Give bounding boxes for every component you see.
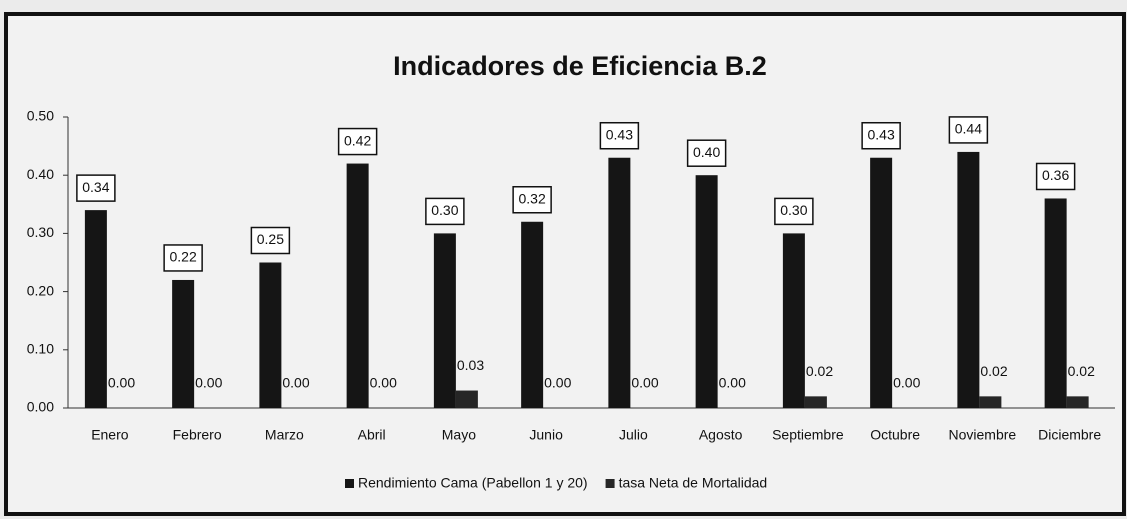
chart-title: Indicadores de Eficiencia B.2 xyxy=(393,51,767,81)
x-tick-label: Abril xyxy=(358,427,386,443)
bar xyxy=(870,157,893,408)
data-label-box xyxy=(250,226,291,255)
data-label: 0.00 xyxy=(544,375,571,391)
y-tick-label: 0.30 xyxy=(27,224,54,240)
data-label-box xyxy=(686,139,727,167)
data-label-box xyxy=(861,121,901,150)
x-tick-label: Marzo xyxy=(265,427,304,443)
bar xyxy=(172,279,195,408)
data-label-box xyxy=(337,127,378,156)
data-label: 0.30 xyxy=(431,202,458,218)
y-tick-label: 0.00 xyxy=(27,399,54,415)
x-tick-label: Febrero xyxy=(173,427,222,443)
data-label: 0.36 xyxy=(1042,167,1069,183)
data-label: 0.00 xyxy=(195,375,222,391)
y-tick-label: 0.50 xyxy=(27,108,54,124)
bar xyxy=(608,157,631,408)
x-tick-label: Agosto xyxy=(699,427,743,443)
bar xyxy=(1066,396,1089,408)
data-label: 0.42 xyxy=(344,132,371,148)
bar xyxy=(455,390,478,408)
legend-swatch xyxy=(605,479,615,488)
data-label: 0.02 xyxy=(806,363,833,379)
data-label: 0.30 xyxy=(780,202,807,218)
bar xyxy=(521,221,544,408)
data-label: 0.32 xyxy=(519,190,546,206)
data-label: 0.02 xyxy=(980,363,1007,379)
data-label: 0.00 xyxy=(631,375,658,391)
bar xyxy=(1044,198,1067,408)
bar xyxy=(259,262,282,408)
y-tick-label: 0.40 xyxy=(27,166,54,182)
data-label: 0.43 xyxy=(606,126,633,142)
data-label-box xyxy=(425,197,465,226)
bar xyxy=(782,233,805,408)
data-label-box xyxy=(512,186,552,214)
data-label: 0.40 xyxy=(693,144,720,160)
bar xyxy=(346,163,369,408)
bar xyxy=(957,151,980,409)
x-tick-label: Octubre xyxy=(870,427,920,443)
data-label-box xyxy=(163,244,203,272)
x-tick-label: Noviembre xyxy=(949,427,1017,443)
data-label-box xyxy=(1035,162,1076,191)
data-label: 0.00 xyxy=(719,375,746,391)
x-tick-label: Junio xyxy=(529,427,563,443)
data-label: 0.25 xyxy=(257,231,284,247)
data-label: 0.00 xyxy=(108,375,135,391)
data-label: 0.02 xyxy=(1068,363,1095,379)
data-label-box xyxy=(76,174,116,202)
legend-label: Rendimiento Cama (Pabellon 1 y 20) xyxy=(358,475,588,491)
bar xyxy=(433,233,456,408)
data-label: 0.43 xyxy=(868,126,895,142)
data-label-box xyxy=(948,116,989,144)
data-label: 0.00 xyxy=(282,375,309,391)
x-tick-label: Julio xyxy=(619,427,648,443)
legend-swatch xyxy=(345,479,354,488)
data-label: 0.03 xyxy=(457,357,484,373)
data-label: 0.00 xyxy=(893,375,920,391)
legend-label: tasa Neta de Mortalidad xyxy=(619,475,768,491)
data-label: 0.00 xyxy=(370,375,397,391)
x-tick-label: Mayo xyxy=(442,427,476,443)
x-tick-label: Septiembre xyxy=(772,427,844,443)
x-tick-label: Diciembre xyxy=(1038,427,1101,443)
data-label: 0.34 xyxy=(82,179,109,195)
data-label: 0.22 xyxy=(170,249,197,265)
x-tick-label: Enero xyxy=(91,427,129,443)
data-label-box xyxy=(774,197,814,226)
bar xyxy=(695,175,718,408)
data-label: 0.44 xyxy=(955,121,982,137)
y-tick-label: 0.20 xyxy=(27,282,54,298)
bar xyxy=(804,396,827,408)
bar xyxy=(979,396,1002,408)
data-label-box xyxy=(599,121,640,150)
bar xyxy=(84,210,107,408)
y-tick-label: 0.10 xyxy=(27,341,54,357)
